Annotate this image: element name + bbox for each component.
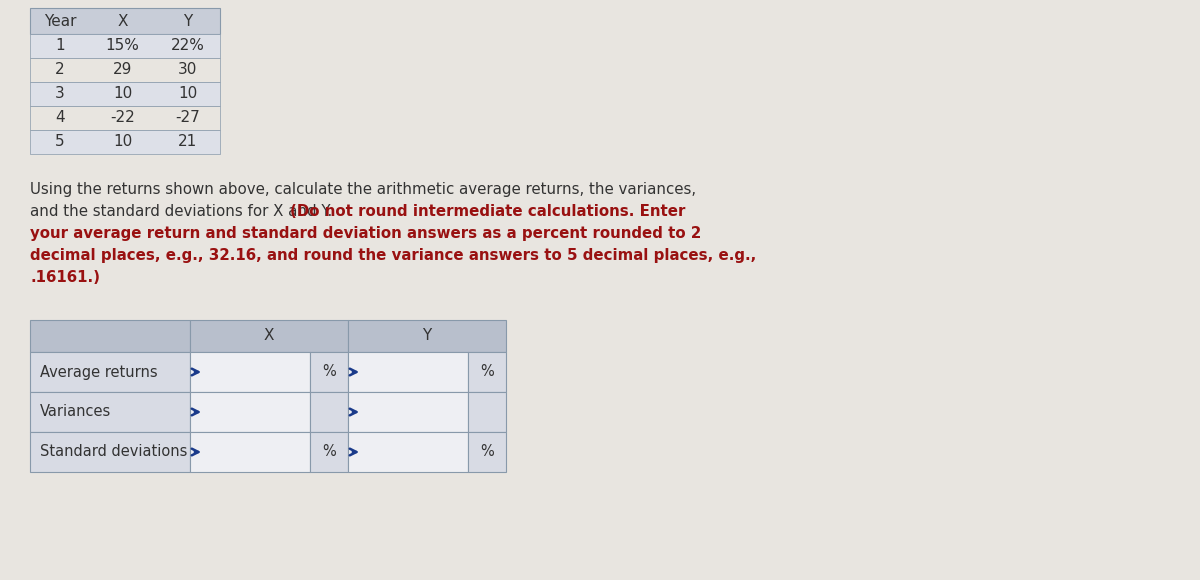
Text: 5: 5: [55, 135, 65, 150]
Text: 2: 2: [55, 63, 65, 78]
Bar: [190, 320, 348, 352]
Text: -27: -27: [175, 111, 200, 125]
Text: decimal places, e.g., 32.16, and round the variance answers to 5 decimal places,: decimal places, e.g., 32.16, and round t…: [30, 248, 756, 263]
Bar: [190, 352, 310, 392]
Text: Year: Year: [43, 13, 77, 28]
Bar: [468, 432, 506, 472]
Text: Y: Y: [182, 13, 192, 28]
Bar: [310, 392, 348, 432]
Text: Standard deviations: Standard deviations: [40, 444, 187, 459]
Text: 15%: 15%: [106, 38, 139, 53]
Bar: [30, 392, 190, 432]
Bar: [30, 106, 220, 130]
Text: (Do not round intermediate calculations. Enter: (Do not round intermediate calculations.…: [290, 204, 685, 219]
Bar: [30, 432, 190, 472]
Bar: [30, 34, 220, 58]
Bar: [30, 82, 220, 106]
Text: 3: 3: [55, 86, 65, 102]
Text: 10: 10: [178, 86, 197, 102]
Text: 10: 10: [113, 135, 132, 150]
Text: %: %: [322, 444, 336, 459]
Text: %: %: [322, 364, 336, 379]
Bar: [348, 392, 468, 432]
Bar: [30, 8, 220, 34]
Text: 4: 4: [55, 111, 65, 125]
Text: Y: Y: [422, 328, 432, 343]
Bar: [310, 432, 348, 472]
Text: Variances: Variances: [40, 404, 112, 419]
Bar: [348, 352, 468, 392]
Bar: [30, 58, 220, 82]
Text: 21: 21: [178, 135, 197, 150]
Bar: [190, 392, 310, 432]
Bar: [30, 352, 190, 392]
Text: X: X: [264, 328, 275, 343]
Text: 10: 10: [113, 86, 132, 102]
Text: and the standard deviations for X and Y.: and the standard deviations for X and Y.: [30, 204, 337, 219]
Text: 30: 30: [178, 63, 197, 78]
Bar: [348, 320, 506, 352]
Bar: [348, 432, 468, 472]
Text: %: %: [480, 364, 494, 379]
Bar: [468, 392, 506, 432]
Text: %: %: [480, 444, 494, 459]
Text: 22%: 22%: [170, 38, 204, 53]
Text: 1: 1: [55, 38, 65, 53]
Text: 29: 29: [113, 63, 132, 78]
Text: .16161.): .16161.): [30, 270, 100, 285]
Text: Using the returns shown above, calculate the arithmetic average returns, the var: Using the returns shown above, calculate…: [30, 182, 696, 197]
Bar: [30, 320, 190, 352]
Bar: [30, 130, 220, 154]
Text: -22: -22: [110, 111, 134, 125]
Bar: [310, 352, 348, 392]
Text: Average returns: Average returns: [40, 364, 157, 379]
Bar: [468, 352, 506, 392]
Text: your average return and standard deviation answers as a percent rounded to 2: your average return and standard deviati…: [30, 226, 701, 241]
Text: X: X: [118, 13, 127, 28]
Bar: [190, 432, 310, 472]
